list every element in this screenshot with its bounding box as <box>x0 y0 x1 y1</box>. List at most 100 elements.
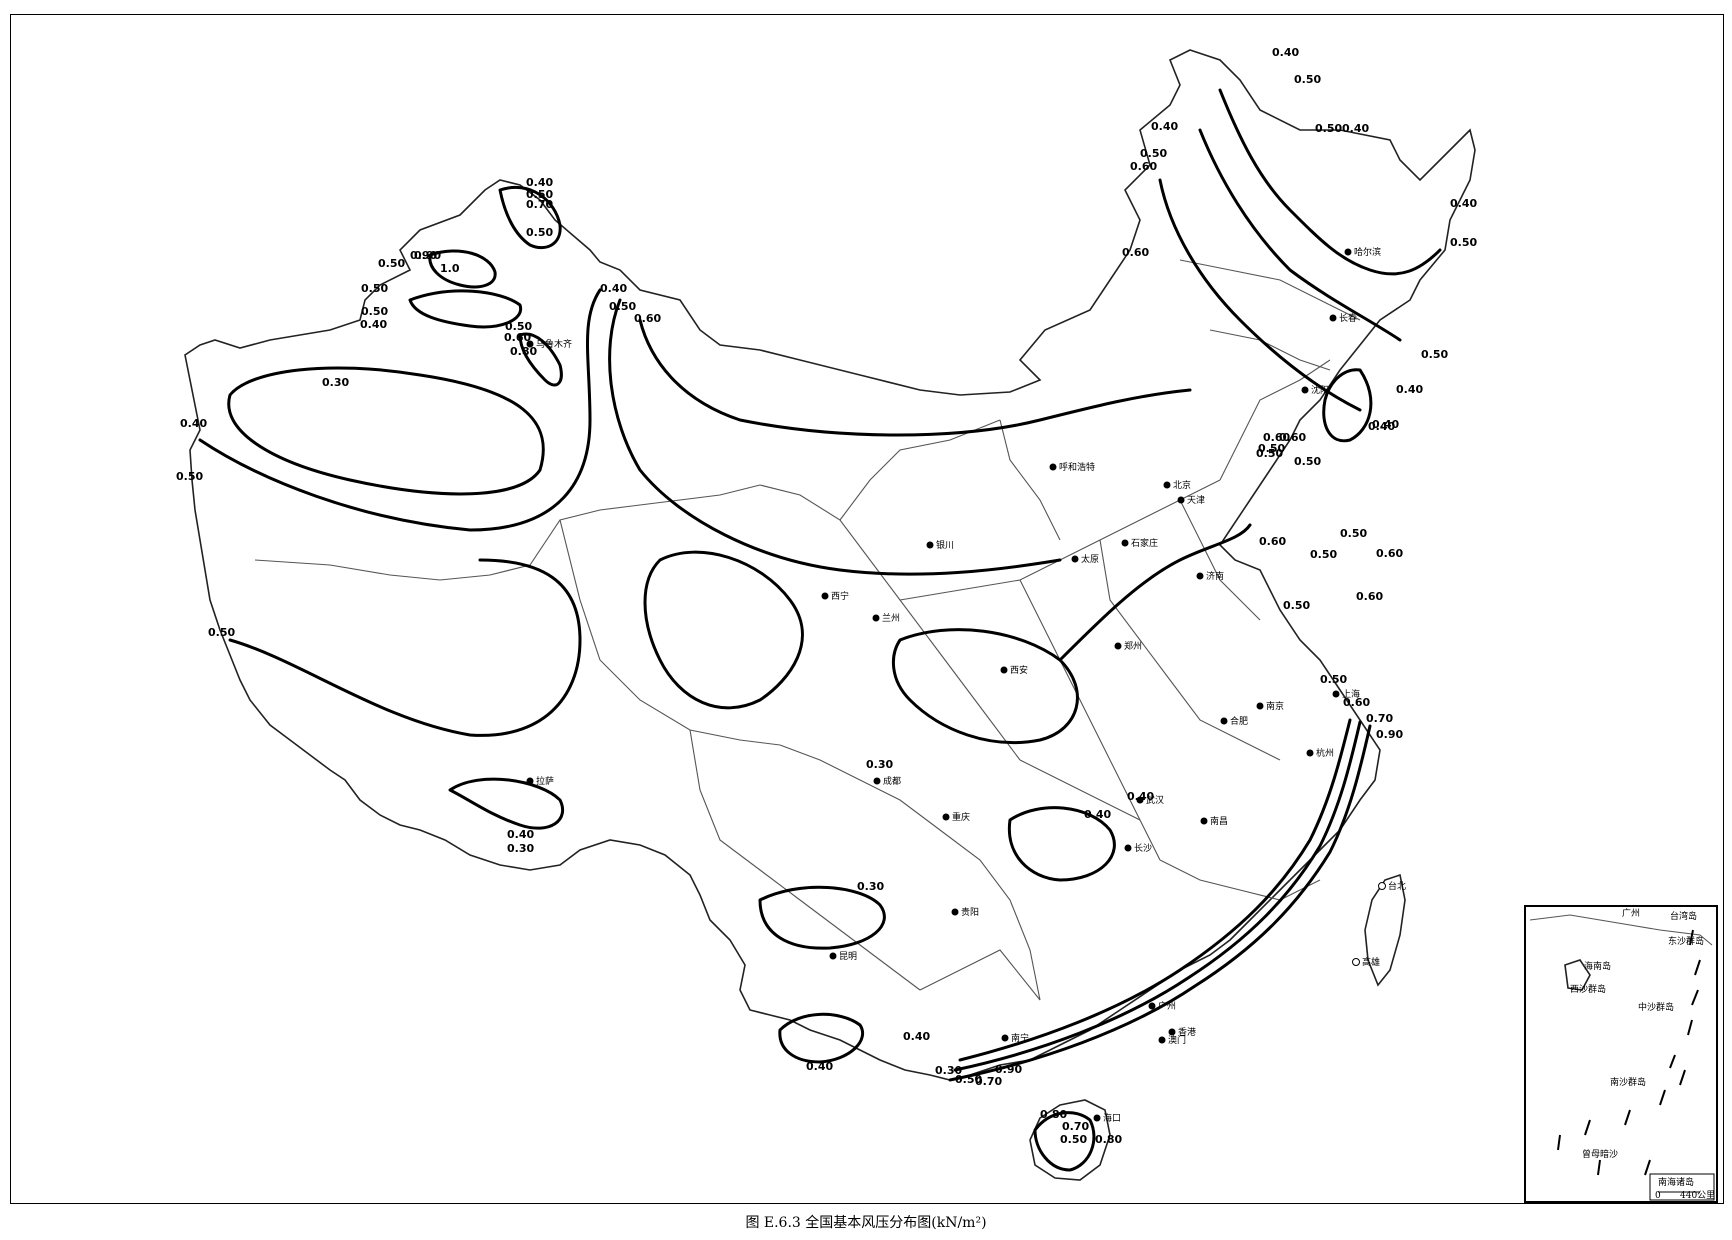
contour-line <box>498 185 562 250</box>
contours <box>198 88 1442 1172</box>
figure-caption: 图 E.6.3 全国基本风压分布图(kN/m²) <box>745 1215 987 1231</box>
city-marker <box>1329 314 1337 322</box>
contour-value-label: 0.40 <box>360 318 387 331</box>
contour-value-label: 0.80 <box>510 345 537 358</box>
contour-line <box>408 289 523 329</box>
contour-line <box>638 318 1192 437</box>
inset-hainan <box>1564 959 1591 991</box>
contour-value-label: 0.40 <box>507 828 534 841</box>
contour-value-label: 0.90 <box>414 249 441 262</box>
inset-place-label: 中沙群岛 <box>1638 1001 1674 1013</box>
contour-value-label: 1.0 <box>440 262 460 275</box>
contour-value-label: 0.40 <box>1450 197 1477 210</box>
contour-value-label: 0.40 <box>1396 383 1423 396</box>
city-label: 北京 <box>1173 479 1191 491</box>
city-label: 银川 <box>936 539 954 551</box>
contour-value-label: 0.50 <box>955 1073 982 1086</box>
city-marker <box>1220 717 1228 725</box>
contour-line <box>1218 88 1442 276</box>
contour-value-label: 0.40 <box>1151 120 1178 133</box>
contour-value-label: 0.60 <box>1356 590 1383 603</box>
city-marker <box>1163 481 1171 489</box>
city-label: 杭州 <box>1316 747 1334 759</box>
contour-value-label: 0.50 <box>1340 527 1367 540</box>
city-label: 香港 <box>1178 1026 1196 1038</box>
city-label: 长春 <box>1339 312 1357 324</box>
contour-line <box>758 885 886 950</box>
hainan-outline <box>1029 1099 1111 1181</box>
contour-value-label: 0.50 <box>526 188 553 201</box>
inset-place-label: 西沙群岛 <box>1570 983 1606 995</box>
contour-value-label: 0.40 <box>1368 420 1395 433</box>
contour-value-label: 0.50 <box>1310 548 1337 561</box>
city-label: 武汉 <box>1146 794 1164 806</box>
city-marker <box>1378 882 1386 890</box>
city-marker <box>526 340 534 348</box>
city-marker <box>872 614 880 622</box>
contour-line <box>778 1012 864 1064</box>
contour-value-label: 0.40 <box>180 417 207 430</box>
city-label: 沈阳 <box>1311 384 1329 396</box>
contour-value-label: 0.60 <box>1279 431 1306 444</box>
contour-value-label: 0.50 <box>1320 673 1347 686</box>
city-marker <box>1000 666 1008 674</box>
city-label: 澳门 <box>1168 1034 1186 1046</box>
city-marker <box>1124 844 1132 852</box>
contour-value-label: 0.50 <box>1450 236 1477 249</box>
inset-boundary-dash <box>1557 929 1701 1176</box>
city-label: 太原 <box>1081 553 1099 565</box>
city-label: 拉萨 <box>536 775 554 787</box>
city-label: 西宁 <box>831 590 849 602</box>
city-label: 南京 <box>1266 700 1284 712</box>
contour-value-label: 0.60 <box>1259 535 1286 548</box>
contour-value-label: 0.50 <box>361 305 388 318</box>
contour-value-label: 0.50 <box>378 257 405 270</box>
contour-value-label: 0.30 <box>322 376 349 389</box>
contour-line <box>891 628 1079 745</box>
city-label: 南昌 <box>1210 815 1228 827</box>
contour-value-label: 0.50 <box>1256 447 1283 460</box>
contour-value-label: 0.60 <box>1376 547 1403 560</box>
city-marker <box>1196 572 1204 580</box>
contour-value-label: 0.50 <box>1294 455 1321 468</box>
city-label: 海口 <box>1103 1112 1121 1124</box>
contour-value-label: 0.60 <box>504 331 531 344</box>
city-label: 广州 <box>1158 1000 1176 1012</box>
contour-value-label: 0.40 <box>1342 122 1369 135</box>
china-outline <box>184 49 1476 1081</box>
contour-value-label: 0.40 <box>903 1030 930 1043</box>
city-label: 台北 <box>1388 880 1406 892</box>
contour-line <box>518 332 563 387</box>
inset-coastline <box>1529 914 1713 946</box>
city-label: 南宁 <box>1011 1032 1029 1044</box>
inset-place-label: 曾母暗沙 <box>1582 1148 1618 1160</box>
taiwan-outline <box>1364 873 1406 987</box>
contour-line <box>948 724 1372 1082</box>
contour-value-label: 0.30 <box>507 842 534 855</box>
city-marker <box>942 813 950 821</box>
contour-value-label: 0.50 <box>1294 73 1321 86</box>
map-frame <box>10 14 1724 1204</box>
city-marker <box>1093 1114 1101 1122</box>
contour-value-label: 0.70 <box>1062 1120 1089 1133</box>
city-label: 乌鲁木齐 <box>536 338 572 350</box>
contour-value-label: 0.40 <box>1127 790 1154 803</box>
contour-value-label: 0.50 <box>361 282 388 295</box>
city-marker <box>821 592 829 600</box>
city-marker <box>1148 1002 1156 1010</box>
city-marker <box>1049 463 1057 471</box>
inset-place-label: 东沙群岛 <box>1668 935 1704 947</box>
city-marker <box>1114 642 1122 650</box>
contour-line <box>958 718 1352 1062</box>
contour-value-label: 0.40 <box>1372 418 1399 431</box>
contour-value-label: 0.40 <box>526 176 553 189</box>
city-label: 哈尔滨 <box>1354 246 1381 258</box>
contour-value-label: 0.70 <box>526 198 553 211</box>
contour-value-label: 0.50 <box>1315 122 1342 135</box>
contour-label-layer: 0.400.500.50 0.400.400.500.600.600.400.50… <box>176 46 1477 1146</box>
contour-line <box>608 298 1062 576</box>
province-borders <box>254 259 1361 1001</box>
contour-value-label: 0.30 <box>857 880 884 893</box>
city-label: 西安 <box>1010 664 1028 676</box>
inset-scale-zero: 0 <box>1655 1191 1661 1201</box>
